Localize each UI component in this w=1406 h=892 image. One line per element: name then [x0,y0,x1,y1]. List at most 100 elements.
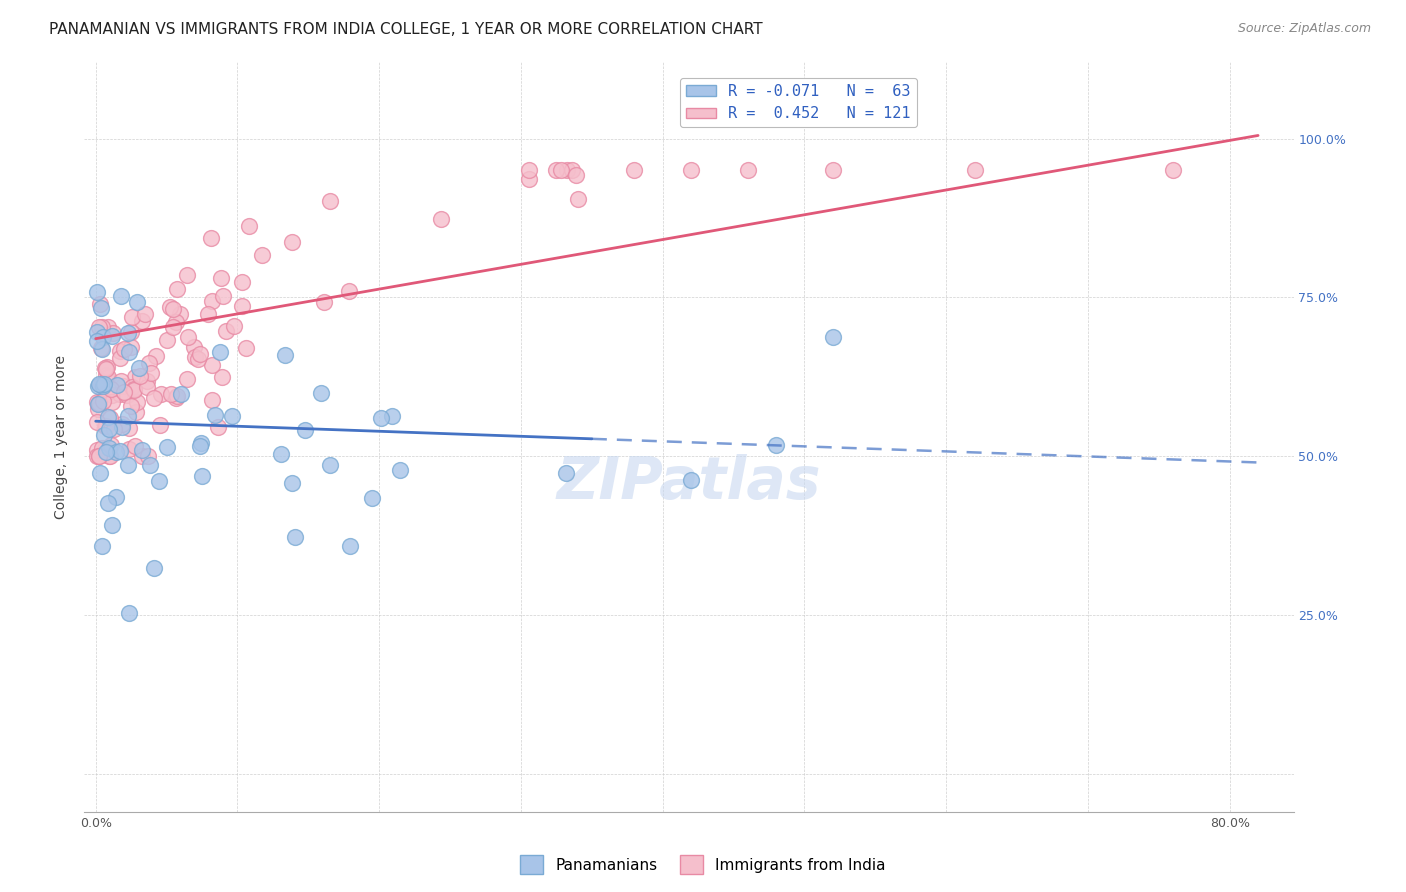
Point [550,163,572,178]
Point [124,439,146,453]
Point [94,368,117,382]
Point [100,388,122,402]
Point [209,270,232,285]
Point [96,445,118,459]
Point [91,441,114,455]
Point [284,531,307,545]
Point [156,440,179,454]
Point [517,172,540,186]
Point [201,358,224,372]
Point [120,340,142,354]
Text: Source: ZipAtlas.com: Source: ZipAtlas.com [1237,22,1371,36]
Point [121,380,143,394]
Point [100,410,122,425]
Point [94,386,117,401]
Point [117,458,139,473]
Text: ZIPatlas: ZIPatlas [557,453,821,510]
Point [124,370,146,384]
Point [162,319,184,334]
Point [312,295,335,310]
Point [681,163,703,178]
Point [200,231,222,245]
Point [93,428,115,442]
Point [91,319,114,334]
Point [101,328,124,343]
Point [111,420,134,434]
Point [337,284,360,298]
Point [176,372,198,386]
Point [215,324,238,338]
Point [544,163,567,178]
Point [118,442,141,457]
Point [101,517,124,532]
Point [87,396,110,410]
Point [963,163,986,178]
Point [200,392,222,407]
Point [108,351,131,365]
Point [135,380,157,394]
Point [124,383,146,397]
Point [131,449,153,463]
Point [89,320,111,334]
Point [97,410,120,425]
Point [87,397,110,411]
Point [142,391,165,405]
Point [105,445,128,459]
Point [221,409,243,424]
Point [165,391,187,405]
Point [274,348,297,362]
Point [87,449,110,463]
Point [765,438,787,452]
Point [86,334,108,348]
Point [117,388,139,402]
Point [89,466,111,480]
Point [97,422,120,436]
Point [108,386,131,401]
Point [120,399,142,413]
Point [207,420,229,434]
Point [90,341,112,355]
Legend: R = -0.071   N =  63, R =  0.452   N = 121: R = -0.071 N = 63, R = 0.452 N = 121 [679,78,917,128]
Point [100,438,122,452]
Point [555,467,578,481]
Point [169,307,191,321]
Point [160,387,183,401]
Point [270,447,292,461]
Point [86,285,108,299]
Point [211,289,233,303]
Point [110,343,132,358]
Point [89,297,111,311]
Point [737,163,759,178]
Point [184,350,207,364]
Point [370,411,392,425]
Point [87,379,110,393]
Point [86,394,108,409]
Point [149,387,172,401]
Point [96,362,118,376]
Point [118,421,141,435]
Point [111,417,134,432]
Point [90,378,112,392]
Point [555,163,578,178]
Point [231,299,253,313]
Legend: Panamanians, Immigrants from India: Panamanians, Immigrants from India [515,849,891,880]
Point [135,374,157,388]
Point [118,345,141,359]
Point [187,352,209,367]
Point [97,496,120,510]
Point [231,275,253,289]
Point [183,341,205,355]
Point [139,458,162,472]
Point [360,491,382,505]
Point [100,382,122,396]
Point [623,163,645,178]
Point [118,607,141,621]
Point [1161,163,1184,178]
Point [166,282,188,296]
Point [141,366,163,380]
Point [430,211,453,226]
Point [281,475,304,490]
Y-axis label: College, 1 year or more: College, 1 year or more [55,355,69,519]
Point [98,449,121,463]
Point [201,294,224,309]
